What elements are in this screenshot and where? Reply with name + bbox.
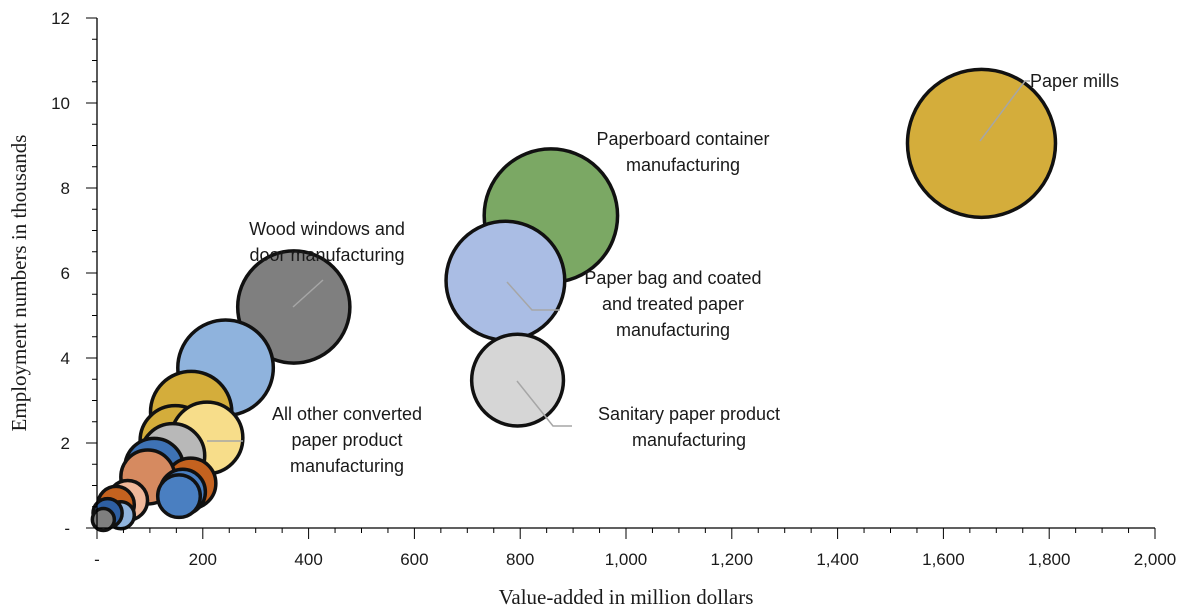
leader-line-0 [979,80,1030,142]
axes: - 200 400 600 800 1,000 1,200 1,400 1,600 1,800 2,… [51,9,1176,569]
y-tick-label: 2 [61,434,70,453]
x-tick-label: - [94,550,100,569]
leader-line-3 [292,279,324,308]
x-tick-label: 1,000 [605,550,648,569]
x-tick-label: 600 [400,550,428,569]
x-tick-label: 400 [294,550,322,569]
leader-line-layer [207,80,1030,442]
annotation-4: Wood windows and door manufacturing [249,219,405,265]
x-tick-label: 1,400 [816,550,859,569]
bubble-2 [444,219,567,342]
annotation-5: All other converted paper product manufact… [272,404,422,476]
y-tick-label: - [64,519,70,538]
annotation-2: Paper bag and coated and treated paper man… [584,268,761,340]
x-tick-label: 2,000 [1134,550,1177,569]
y-tick-label: 6 [61,264,70,283]
annotation-layer: Paper mills Paperboard container manufactu… [249,71,1119,476]
y-axis-title: Employment numbers in thousands [7,135,31,432]
y-tick-label: 8 [61,179,70,198]
y-tick-label: 10 [51,94,70,113]
x-tick-label: 1,600 [922,550,965,569]
x-axis-title: Value-added in million dollars [499,585,754,609]
bubble-14 [155,473,203,520]
bubble-3 [469,332,566,428]
x-tick-label: 1,200 [711,550,754,569]
x-tick-label: 200 [189,550,217,569]
x-tick-label: 800 [506,550,534,569]
leader-line-1 [506,281,560,311]
annotation-3: Sanitary paper product manufacturing [598,404,780,450]
bubble-19 [90,506,117,533]
x-tick-label: 1,800 [1028,550,1071,569]
leader-line-2 [516,380,572,427]
annotation-1: Paperboard container manufacturing [596,129,769,175]
bubble-0 [905,67,1058,220]
annotation-0: Paper mills [1030,71,1119,91]
bubble-layer [90,67,1058,533]
y-tick-label: 4 [61,349,70,368]
y-tick-label: 12 [51,9,70,28]
